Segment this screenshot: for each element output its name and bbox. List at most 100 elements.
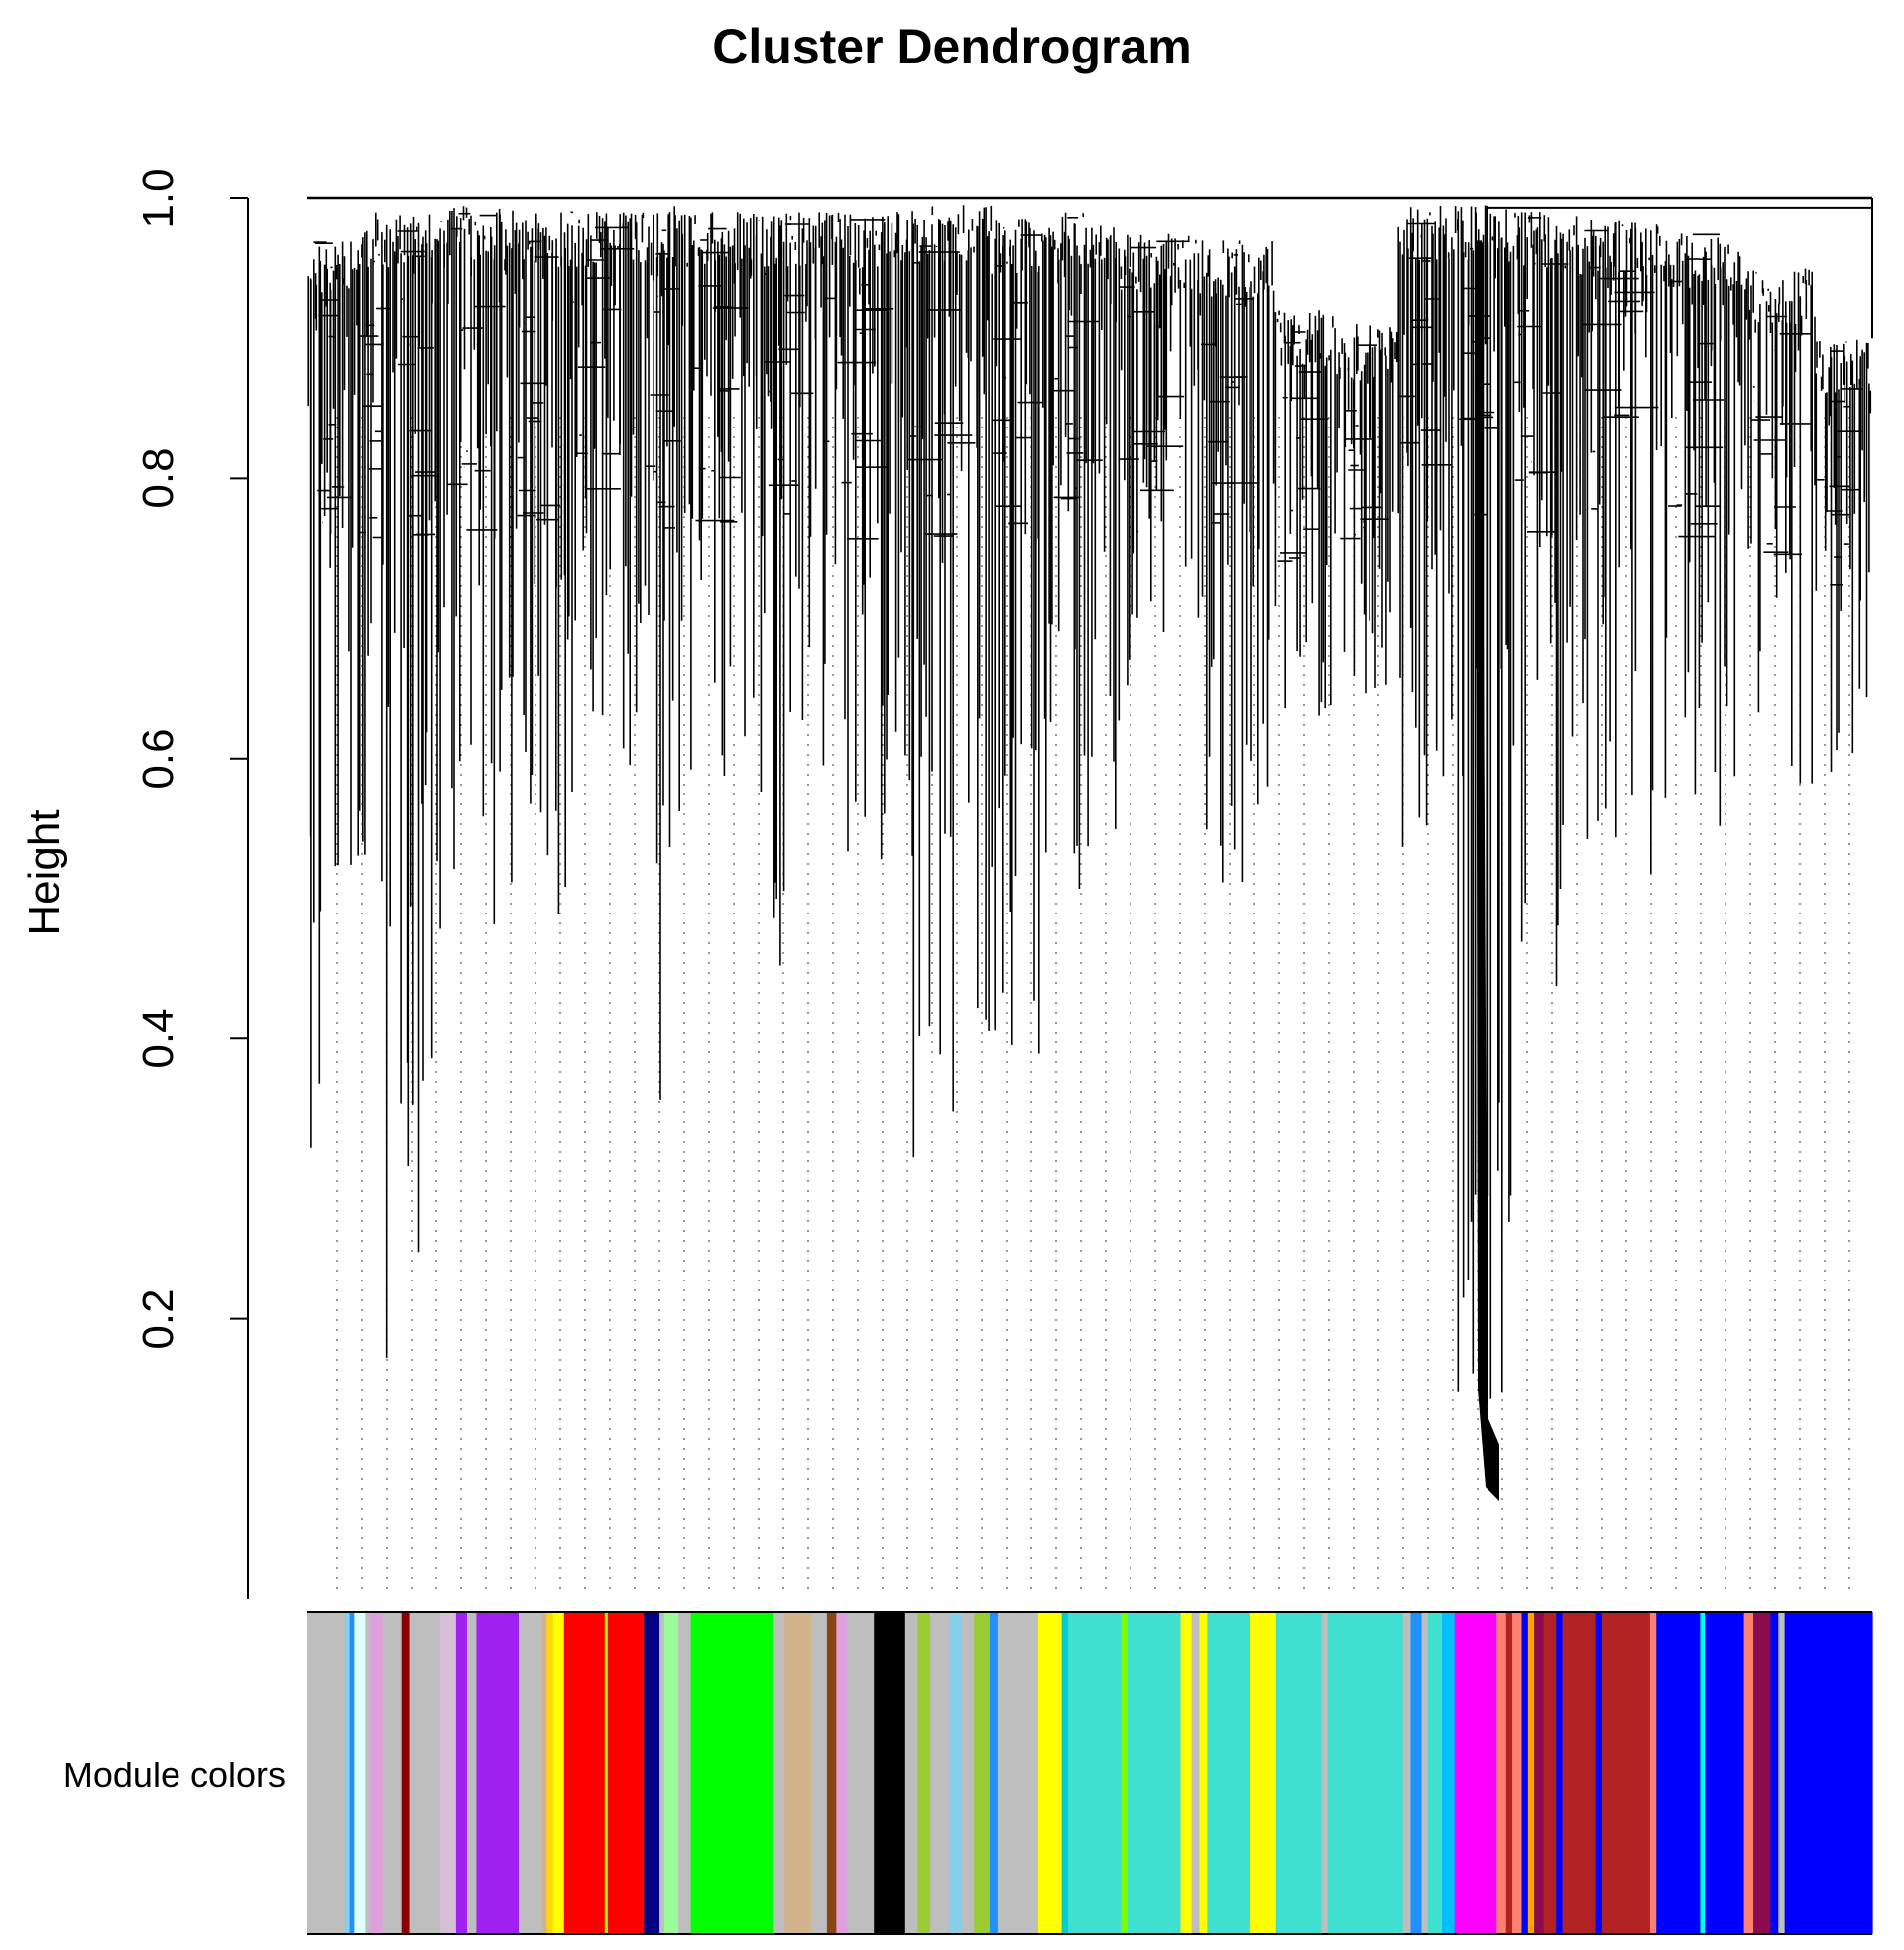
dendrogram-cluster [1745,268,1816,784]
module-color-band [990,1612,999,1934]
chart-title: Cluster Dendrogram [712,19,1192,74]
module-color-band [382,1612,403,1934]
module-color-bar [307,1611,1873,1935]
module-color-band [1496,1612,1507,1934]
module-color-band [409,1612,441,1934]
module-color-band [1602,1612,1651,1934]
module-color-band [774,1612,785,1934]
module-color-band [604,1612,609,1934]
module-color-band [1521,1612,1529,1934]
dendrogram-cluster [1051,212,1117,889]
module-color-band [541,1612,548,1934]
module-color-band [1534,1612,1545,1934]
module-color-band [1649,1612,1657,1934]
module-color-band [663,1612,679,1934]
dendrogram-cluster [1815,339,1872,772]
dendrogram-cluster [1334,324,1398,694]
dendrogram-cluster [1397,206,1459,847]
module-color-band [961,1612,975,1934]
module-color-band [826,1612,837,1934]
dendrogram-cluster [569,211,645,792]
module-color-band [1743,1612,1754,1934]
dendrogram-cluster [906,205,993,1158]
dendrogram-cluster [991,219,1052,1054]
module-color-band [401,1612,411,1934]
y-axis [230,197,249,1599]
module-color-band [930,1612,950,1934]
module-color-band [365,1612,371,1934]
module-color-band [1199,1612,1208,1934]
module-color-band [1505,1612,1513,1934]
module-color-band [847,1612,875,1934]
module-color-band [811,1612,828,1934]
module-color-band [1442,1612,1456,1934]
module-color-band [874,1612,906,1934]
module-color-band [1249,1612,1277,1934]
dendrogram-cluster [397,214,446,1253]
module-color-band [1784,1612,1873,1934]
module-color-band [1700,1612,1706,1934]
module-color-band [1656,1612,1702,1934]
module-color-band [1562,1612,1597,1934]
dendrogram-cluster [1512,212,1578,987]
module-color-band [1778,1612,1786,1934]
dendrogram-cluster [1274,310,1334,716]
dendrogram-cluster [1577,220,1667,874]
dendrogram-tree [307,196,1873,1502]
dendrogram-cluster [1457,205,1512,1405]
module-color-band [607,1612,645,1934]
dendrogram-cluster [1115,233,1200,721]
module-color-band [1543,1612,1557,1934]
module-color-band [644,1612,660,1934]
module-color-band [1275,1612,1323,1934]
module-color-band [948,1612,963,1934]
module-color-band [1037,1612,1063,1934]
leaf-guides [336,417,1850,1592]
module-color-band [974,1612,991,1934]
module-color-band [1753,1612,1772,1934]
module-color-band [354,1612,366,1934]
deep-branch [1476,240,1499,1502]
module-color-band [1527,1612,1535,1934]
module-color-band [1180,1612,1193,1934]
module-color-band [677,1612,692,1934]
module-color-band [1067,1612,1123,1934]
module-color-band [904,1612,919,1934]
module-color-band [1402,1612,1412,1934]
module-color-band [1127,1612,1182,1934]
module-color-band [344,1612,351,1934]
module-color-band [1207,1612,1250,1934]
dendrogram-cluster [1665,233,1746,826]
module-color-band [546,1612,554,1934]
module-color-band [1321,1612,1329,1934]
module-color-band [440,1612,457,1934]
module-color-band [349,1612,355,1934]
module-color-band [466,1612,478,1934]
module-color-band [519,1612,543,1934]
dendrogram-cluster [446,206,517,924]
module-color-band [552,1612,565,1934]
module-color-band [1556,1612,1564,1934]
module-colors-label: Module colors [62,1755,286,1795]
module-color-band [1595,1612,1603,1934]
module-color-band [1705,1612,1745,1934]
module-color-band [997,1612,1039,1934]
dendrogram-cluster [763,212,824,966]
module-color-band [917,1612,931,1934]
module-color-band [836,1612,849,1934]
module-color-band [476,1612,520,1934]
module-color-band [1427,1612,1443,1934]
module-color-band [1121,1612,1129,1934]
module-color-band [1421,1612,1429,1934]
module-color-band [1512,1612,1523,1934]
dendrogram-cluster [683,212,764,792]
module-color-band [307,1612,346,1934]
dendrogram-cluster [307,241,358,1148]
module-color-band [1327,1612,1404,1934]
module-color-band [690,1612,774,1934]
module-color-band [1770,1612,1779,1934]
dendrogram-cluster [357,212,398,1358]
module-color-band [563,1612,606,1934]
module-color-band [1061,1612,1069,1934]
